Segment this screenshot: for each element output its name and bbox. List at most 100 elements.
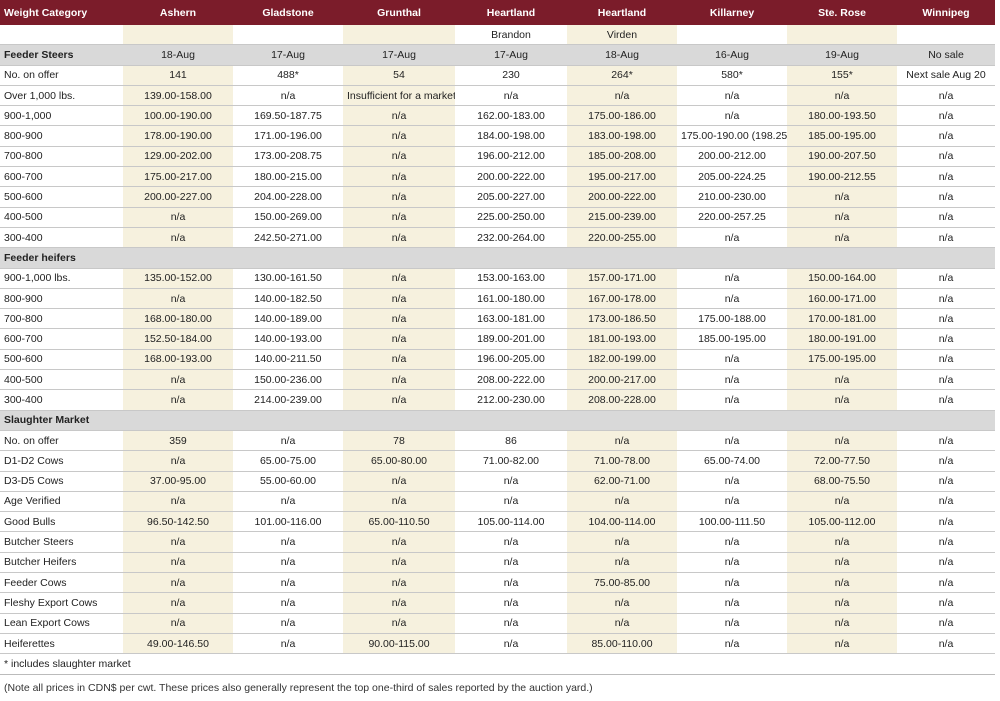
price-cell: 101.00-116.00 <box>233 511 343 533</box>
section-row: Feeder Steers 18-Aug 17-Aug 17-Aug 17-Aug 18-… <box>0 44 995 66</box>
price-cell: n/a <box>677 227 787 249</box>
price-cell: 54 <box>343 65 455 86</box>
column-header: Ashern <box>123 0 233 25</box>
data-row: Lean Export Cows n/a n/a n/a n/a n/a n/a n/a n/a <box>0 613 995 634</box>
section-cell: No sale <box>897 44 995 66</box>
section-title: Feeder Steers <box>0 44 123 66</box>
price-cell: 178.00-190.00 <box>123 125 233 147</box>
price-cell: 220.00-257.25 <box>677 207 787 228</box>
row-label: Heiferettes <box>0 633 123 655</box>
price-cell: n/a <box>343 186 455 208</box>
price-cell: n/a <box>787 186 897 208</box>
price-cell: 155* <box>787 65 897 86</box>
price-cell: 169.50-187.75 <box>233 105 343 127</box>
price-cell: n/a <box>677 633 787 655</box>
price-cell: n/a <box>343 471 455 492</box>
price-cell: n/a <box>897 613 995 634</box>
price-cell: n/a <box>123 531 233 553</box>
row-label: 700-800 <box>0 308 123 330</box>
price-cell: n/a <box>677 592 787 614</box>
price-cell: n/a <box>343 613 455 634</box>
price-cell: 232.00-264.00 <box>455 227 567 249</box>
price-cell: n/a <box>897 349 995 371</box>
row-label: D1-D2 Cows <box>0 450 123 472</box>
price-cell: 182.00-199.00 <box>567 349 677 371</box>
price-cell: n/a <box>567 613 677 634</box>
price-cell: n/a <box>897 491 995 513</box>
data-row: D1-D2 Cows n/a 65.00-75.00 65.00-80.00 71.00… <box>0 450 995 472</box>
section-row: Feeder heifers <box>0 247 995 269</box>
price-cell: 72.00-77.50 <box>787 450 897 472</box>
price-cell: n/a <box>787 430 897 452</box>
price-cell: n/a <box>123 389 233 411</box>
price-cell: 153.00-163.00 <box>455 268 567 289</box>
price-cell: n/a <box>897 207 995 228</box>
price-cell: 195.00-217.00 <box>567 166 677 188</box>
row-label: 300-400 <box>0 227 123 249</box>
footnote-row: * includes slaughter market <box>0 653 995 675</box>
price-cell: n/a <box>897 450 995 472</box>
price-cell: 242.50-271.00 <box>233 227 343 249</box>
price-cell: 140.00-182.50 <box>233 288 343 310</box>
section-fill <box>123 410 995 431</box>
price-cell: n/a <box>897 430 995 452</box>
data-row: Good Bulls 96.50-142.50 101.00-116.00 65.00… <box>0 511 995 533</box>
price-cell: n/a <box>455 572 567 594</box>
price-cell: n/a <box>677 268 787 289</box>
price-cell: 130.00-161.50 <box>233 268 343 289</box>
price-cell: 140.00-189.00 <box>233 308 343 330</box>
row-label: 800-900 <box>0 288 123 310</box>
row-label: No. on offer <box>0 65 123 86</box>
price-cell: n/a <box>343 288 455 310</box>
price-cell: 175.00-190.00 (198.25) <box>677 125 787 147</box>
price-cell: n/a <box>123 369 233 391</box>
price-cell: 196.00-212.00 <box>455 146 567 168</box>
price-cell: 488* <box>233 65 343 86</box>
price-cell: 65.00-74.00 <box>677 450 787 472</box>
price-cell: n/a <box>567 491 677 513</box>
row-label: 900-1,000 lbs. <box>0 268 123 289</box>
price-cell: n/a <box>233 491 343 513</box>
row-label: 900-1,000 <box>0 105 123 127</box>
section-fill <box>123 247 995 269</box>
column-header: Gladstone <box>233 0 343 25</box>
subheader-cell <box>0 25 123 46</box>
price-cell: 105.00-114.00 <box>455 511 567 533</box>
price-cell: 168.00-193.00 <box>123 349 233 371</box>
price-cell: 190.00-207.50 <box>787 146 897 168</box>
subheader-cell <box>897 25 995 46</box>
price-cell: n/a <box>455 552 567 574</box>
price-cell: 152.50-184.00 <box>123 328 233 350</box>
price-cell: 135.00-152.00 <box>123 268 233 289</box>
price-cell: 180.00-215.00 <box>233 166 343 188</box>
row-label: Age Verified <box>0 491 123 513</box>
price-cell: n/a <box>567 531 677 553</box>
price-cell: n/a <box>233 85 343 107</box>
row-label: Butcher Heifers <box>0 552 123 574</box>
price-cell: 210.00-230.00 <box>677 186 787 208</box>
data-row: 300-400 n/a 242.50-271.00 n/a 232.00-264.00 2… <box>0 227 995 249</box>
price-cell: n/a <box>787 369 897 391</box>
data-row: 400-500 n/a 150.00-269.00 n/a 225.00-250.00 2… <box>0 207 995 228</box>
price-cell: n/a <box>897 633 995 655</box>
row-label: Good Bulls <box>0 511 123 533</box>
price-cell: n/a <box>123 613 233 634</box>
section-cell: 18-Aug <box>123 44 233 66</box>
price-cell: 264* <box>567 65 677 86</box>
row-label: 700-800 <box>0 146 123 168</box>
price-cell: n/a <box>343 166 455 188</box>
row-label: Fleshy Export Cows <box>0 592 123 614</box>
column-header: Heartland <box>455 0 567 25</box>
price-cell: 100.00-190.00 <box>123 105 233 127</box>
price-cell: n/a <box>233 552 343 574</box>
data-row: Feeder Cows n/a n/a n/a n/a 75.00-85.00 n/a n/a… <box>0 572 995 594</box>
price-cell: 183.00-198.00 <box>567 125 677 147</box>
price-cell: n/a <box>343 125 455 147</box>
subheader-cell <box>233 25 343 46</box>
price-cell: 161.00-180.00 <box>455 288 567 310</box>
price-cell: 190.00-212.55 <box>787 166 897 188</box>
price-cell: n/a <box>897 531 995 553</box>
price-cell: 68.00-75.50 <box>787 471 897 492</box>
price-cell: n/a <box>897 572 995 594</box>
price-cell: n/a <box>897 125 995 147</box>
